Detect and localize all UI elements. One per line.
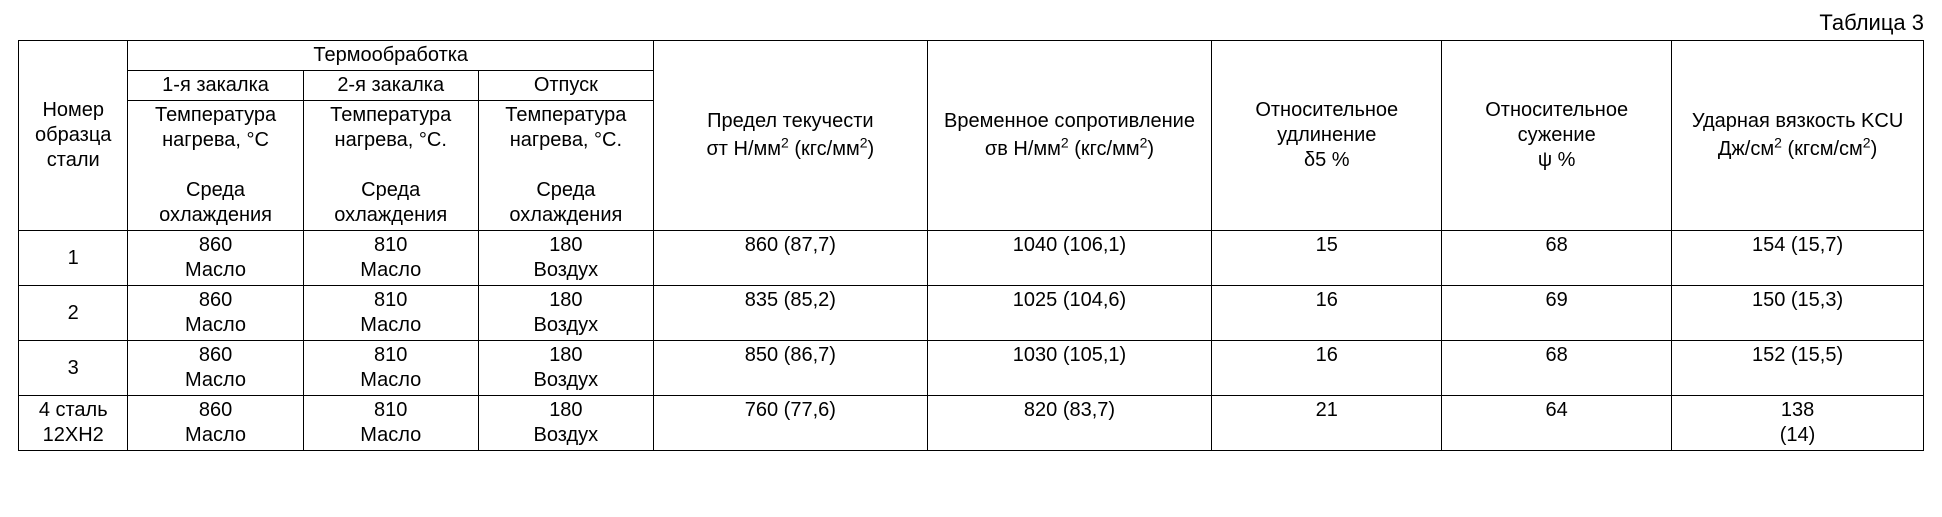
cell-reduction-area: 68 xyxy=(1442,231,1672,286)
cell-reduction-area: 68 xyxy=(1442,341,1672,396)
th-ra-line1: Относительное сужение xyxy=(1485,99,1628,146)
cell-kcu: 150 (15,3) xyxy=(1672,286,1924,341)
cell-quench2: 810Масло xyxy=(303,341,478,396)
cell-elongation: 21 xyxy=(1212,396,1442,451)
th-yield: Предел текучести σт Н/мм2 (кгс/мм2) xyxy=(653,41,927,231)
cell-kcu: 152 (15,5) xyxy=(1672,341,1924,396)
hdr-text: Температура нагрева, °C xyxy=(155,104,276,151)
th-quench1-sub: Температура нагрева, °C Среда охлаждения xyxy=(128,101,303,231)
table-row: 1860Масло810Масло180Воздух860 (87,7)1040… xyxy=(19,231,1924,286)
th-yield-line1: Предел текучести xyxy=(707,110,873,132)
cell-sample: 4 сталь 12ХН2 xyxy=(19,396,128,451)
th-reduction-area: Относительное сужение ψ % xyxy=(1442,41,1672,231)
cell-sample: 2 xyxy=(19,286,128,341)
cell-sample: 1 xyxy=(19,231,128,286)
steel-properties-table: Номер образца стали Термообработка Преде… xyxy=(18,40,1924,451)
cell-quench2: 810Масло xyxy=(303,286,478,341)
th-temper-sub: Температура нагрева, °C. Среда охлаждени… xyxy=(478,101,653,231)
th-elongation-line2: δ5 % xyxy=(1304,149,1350,171)
cell-temper: 180Воздух xyxy=(478,286,653,341)
table-caption: Таблица 3 xyxy=(18,10,1924,36)
cell-kcu: 154 (15,7) xyxy=(1672,231,1924,286)
th-sample: Номер образца стали xyxy=(19,41,128,231)
cell-tensile: 1030 (105,1) xyxy=(927,341,1212,396)
cell-elongation: 16 xyxy=(1212,341,1442,396)
table-row: 3860Масло810Масло180Воздух850 (86,7)1030… xyxy=(19,341,1924,396)
th-kcu: Ударная вяз­кость KCU Дж/см2 (кгсм/см2) xyxy=(1672,41,1924,231)
cell-temper: 180Воздух xyxy=(478,231,653,286)
th-temper: Отпуск xyxy=(478,71,653,101)
th-kcu-line2: Дж/см2 (кгсм/см2) xyxy=(1718,138,1877,160)
th-elongation-line1: Относительное удлинение xyxy=(1255,99,1398,146)
cell-yield: 860 (87,7) xyxy=(653,231,927,286)
cell-quench1: 860Масло xyxy=(128,341,303,396)
hdr-text: Среда охлаждения xyxy=(509,179,622,226)
table-row: 2860Масло810Масло180Воздух835 (85,2)1025… xyxy=(19,286,1924,341)
cell-tensile: 1040 (106,1) xyxy=(927,231,1212,286)
th-quench1: 1-я закалка xyxy=(128,71,303,101)
table-body: 1860Масло810Масло180Воздух860 (87,7)1040… xyxy=(19,231,1924,451)
cell-quench1: 860Масло xyxy=(128,396,303,451)
cell-tensile: 820 (83,7) xyxy=(927,396,1212,451)
cell-tensile: 1025 (104,6) xyxy=(927,286,1212,341)
th-tensile-line1: Временное сопротивление xyxy=(944,110,1195,132)
cell-elongation: 16 xyxy=(1212,286,1442,341)
cell-temper: 180Воздух xyxy=(478,396,653,451)
hdr-text: Температура нагрева, °C. xyxy=(330,104,451,151)
cell-sample: 3 xyxy=(19,341,128,396)
cell-yield: 760 (77,6) xyxy=(653,396,927,451)
hdr-text: Температура нагрева, °C. xyxy=(505,104,626,151)
cell-quench1: 860Масло xyxy=(128,286,303,341)
th-quench2: 2-я закалка xyxy=(303,71,478,101)
th-kcu-line1: Ударная вяз­кость KCU xyxy=(1692,110,1903,132)
th-tensile: Временное сопротивление σв Н/мм2 (кгс/мм… xyxy=(927,41,1212,231)
cell-kcu: 138(14) xyxy=(1672,396,1924,451)
th-heat-treatment-group: Термообработка xyxy=(128,41,654,71)
cell-temper: 180Воздух xyxy=(478,341,653,396)
th-quench2-sub: Температура нагрева, °C. Среда охлаждени… xyxy=(303,101,478,231)
cell-yield: 835 (85,2) xyxy=(653,286,927,341)
cell-quench2: 810Масло xyxy=(303,231,478,286)
cell-quench2: 810Масло xyxy=(303,396,478,451)
cell-elongation: 15 xyxy=(1212,231,1442,286)
th-elongation: Относительное удлинение δ5 % xyxy=(1212,41,1442,231)
th-ra-line2: ψ % xyxy=(1538,149,1576,171)
table-row: 4 сталь 12ХН2860Масло810Масло180Воздух76… xyxy=(19,396,1924,451)
hdr-text: Среда охлаждения xyxy=(159,179,272,226)
cell-reduction-area: 64 xyxy=(1442,396,1672,451)
hdr-text: Среда охлаждения xyxy=(334,179,447,226)
cell-reduction-area: 69 xyxy=(1442,286,1672,341)
cell-quench1: 860Масло xyxy=(128,231,303,286)
th-yield-line2: σт Н/мм2 (кгс/мм2) xyxy=(706,138,874,160)
cell-yield: 850 (86,7) xyxy=(653,341,927,396)
table-header-row: Номер образца стали Термообработка Преде… xyxy=(19,41,1924,71)
th-tensile-line2: σв Н/мм2 (кгс/мм2) xyxy=(985,138,1154,160)
